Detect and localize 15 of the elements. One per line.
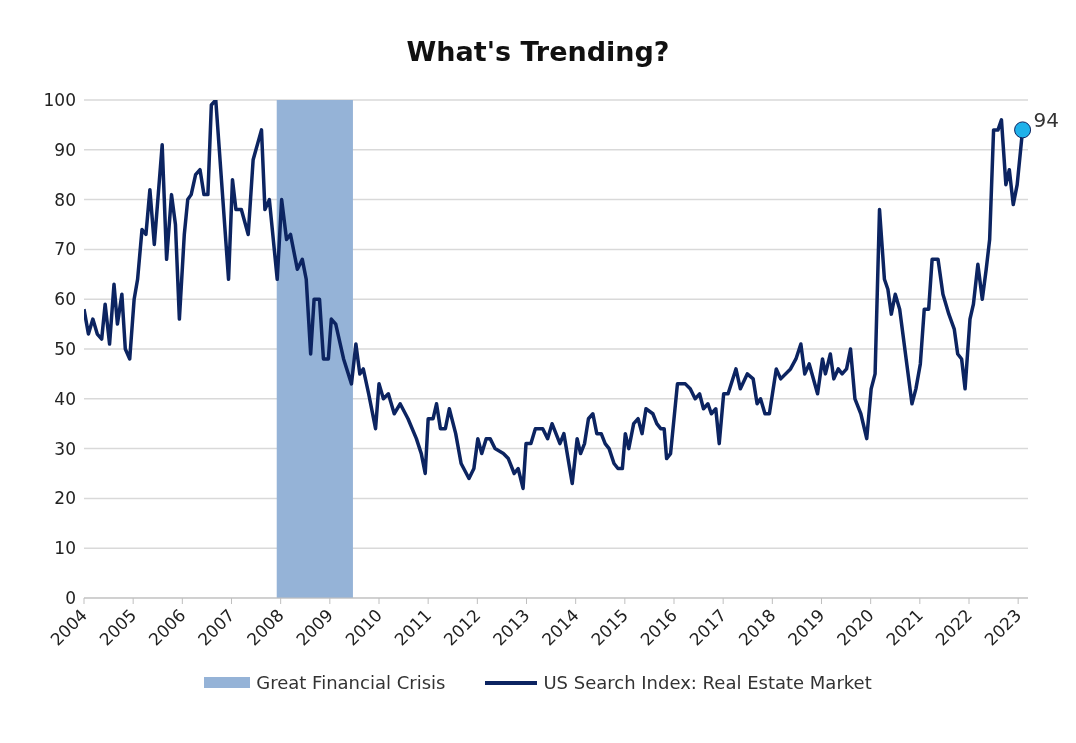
y-tick-label: 90 [54,139,76,160]
chart-title: What's Trending? [405,35,671,69]
annotation: 94 [1033,107,1060,132]
y-tick-label: 10 [54,538,76,559]
y-tick-label: 20 [54,488,76,509]
y-tick-label: 50 [54,339,76,360]
y-tick-label: 40 [54,388,76,409]
y-tick-label: 100 [43,90,76,111]
y-tick-label: 60 [54,289,76,310]
y-tick-label: 70 [54,239,76,260]
legend-label: Great Financial Crisis [256,672,446,693]
y-tick-label: 30 [54,438,76,459]
y-tick-label: 80 [54,189,76,210]
y-tick-label: 0 [65,588,76,609]
legend-label: US Search Index: Real Estate Market [543,672,872,693]
